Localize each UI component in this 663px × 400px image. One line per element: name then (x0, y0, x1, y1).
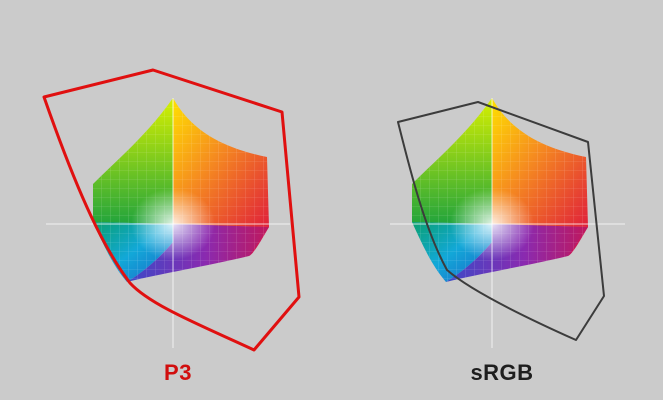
srgb-gamut-group (390, 98, 625, 348)
p3-gamut-outline (42, 68, 301, 352)
srgb-label: sRGB (470, 360, 534, 385)
p3-label: P3 (164, 360, 192, 385)
srgb-gamut-outline (397, 101, 605, 341)
p3-gamut-group (42, 68, 301, 352)
p3-color-solid (93, 98, 269, 282)
